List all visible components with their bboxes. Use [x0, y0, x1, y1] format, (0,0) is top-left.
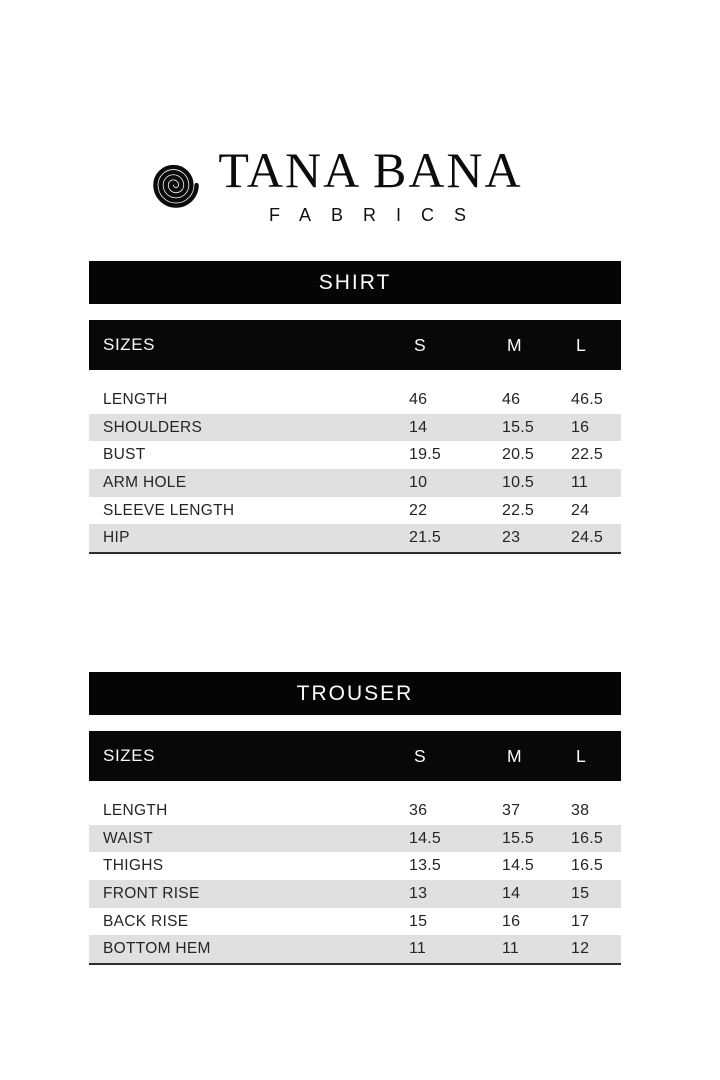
size-l-value: 24.5 — [571, 529, 603, 547]
size-l-value: 11 — [571, 473, 589, 491]
size-s-value: 22 — [409, 501, 428, 519]
size-l-value: 24 — [571, 501, 590, 519]
table-row: SHOULDERS 14 15.5 16 — [89, 413, 621, 442]
col-header-l: L — [576, 334, 586, 355]
size-m-value: 37 — [502, 801, 521, 819]
size-s-value: 13.5 — [409, 857, 441, 875]
table-row: BOTTOM HEM 11 11 12 — [89, 935, 621, 964]
size-m-value: 20.5 — [502, 446, 534, 464]
col-header-s: S — [414, 745, 426, 766]
measurement-label: LENGTH — [103, 390, 168, 408]
size-m-value: 22.5 — [502, 501, 534, 519]
size-l-value: 16.5 — [571, 829, 603, 847]
measurement-label: HIP — [103, 529, 130, 547]
size-s-value: 14.5 — [409, 829, 441, 847]
shirt-sizes-header: SIZES S M L — [89, 320, 621, 370]
table-row: BUST 19.5 20.5 22.5 — [89, 441, 621, 469]
size-l-value: 16.5 — [571, 857, 603, 875]
trouser-sizes-header: SIZES S M L — [89, 731, 621, 781]
size-s-value: 15 — [409, 912, 428, 930]
col-header-l: L — [576, 745, 586, 766]
size-s-value: 21.5 — [409, 529, 441, 547]
table-row: THIGHS 13.5 14.5 16.5 — [89, 852, 621, 880]
size-m-value: 15.5 — [502, 418, 534, 436]
size-m-value: 23 — [502, 529, 521, 547]
measurement-label: BACK RISE — [103, 912, 189, 930]
size-l-value: 46.5 — [571, 390, 603, 408]
measurement-label: BOTTOM HEM — [103, 940, 211, 958]
table-row: LENGTH 36 37 38 — [89, 797, 621, 825]
size-s-value: 13 — [409, 884, 428, 902]
trouser-section: TROUSER SIZES S M L LENGTH 36 37 38 WAIS… — [89, 672, 621, 966]
brand-text: TANA BANA FABRICS — [218, 145, 522, 224]
size-s-value: 46 — [409, 390, 428, 408]
spiral-icon — [149, 158, 203, 217]
size-s-value: 11 — [409, 940, 427, 958]
size-s-value: 14 — [409, 418, 428, 436]
size-l-value: 12 — [571, 940, 590, 958]
table-row: SLEEVE LENGTH 22 22.5 24 — [89, 497, 621, 525]
sizes-header-label: SIZES — [103, 335, 156, 354]
measurement-label: FRONT RISE — [103, 884, 200, 902]
measurement-label: SHOULDERS — [103, 418, 203, 436]
size-m-value: 16 — [502, 912, 521, 930]
size-m-value: 15.5 — [502, 829, 534, 847]
table-row: WAIST 14.5 15.5 16.5 — [89, 824, 621, 853]
shirt-section: SHIRT SIZES S M L LENGTH 46 46 46.5 SHOU… — [89, 261, 621, 555]
size-l-value: 15 — [571, 884, 590, 902]
size-l-value: 22.5 — [571, 446, 603, 464]
table-row: LENGTH 46 46 46.5 — [89, 386, 621, 414]
size-s-value: 19.5 — [409, 446, 441, 464]
size-m-value: 46 — [502, 390, 521, 408]
table-row: HIP 21.5 23 24.5 — [89, 524, 621, 553]
sizes-header-label: SIZES — [103, 746, 156, 765]
size-m-value: 10.5 — [502, 473, 534, 491]
measurement-label: WAIST — [103, 829, 154, 847]
brand-name: TANA BANA — [218, 142, 523, 198]
size-l-value: 17 — [571, 912, 590, 930]
size-l-value: 38 — [571, 801, 590, 819]
size-s-value: 36 — [409, 801, 428, 819]
measurement-label: LENGTH — [103, 801, 168, 819]
trouser-section-title: TROUSER — [89, 672, 621, 715]
size-m-value: 14 — [502, 884, 521, 902]
measurement-label: THIGHS — [103, 857, 164, 875]
measurement-label: ARM HOLE — [103, 473, 187, 491]
col-header-m: M — [507, 334, 522, 355]
table-row: BACK RISE 15 16 17 — [89, 908, 621, 936]
size-l-value: 16 — [571, 418, 590, 436]
brand-logo: TANA BANA FABRICS — [0, 145, 696, 224]
table-row: FRONT RISE 13 14 15 — [89, 880, 621, 908]
shirt-section-title: SHIRT — [89, 261, 621, 304]
col-header-s: S — [414, 334, 426, 355]
trouser-table: LENGTH 36 37 38 WAIST 14.5 15.5 16.5 THI… — [89, 797, 621, 966]
size-m-value: 14.5 — [502, 857, 534, 875]
measurement-label: SLEEVE LENGTH — [103, 501, 235, 519]
shirt-table: LENGTH 46 46 46.5 SHOULDERS 14 15.5 16 B… — [89, 386, 621, 555]
brand-subtitle: FABRICS — [268, 205, 487, 225]
size-m-value: 11 — [502, 940, 520, 958]
size-s-value: 10 — [409, 473, 428, 491]
col-header-m: M — [507, 745, 522, 766]
table-row: ARM HOLE 10 10.5 11 — [89, 469, 621, 497]
measurement-label: BUST — [103, 446, 146, 464]
